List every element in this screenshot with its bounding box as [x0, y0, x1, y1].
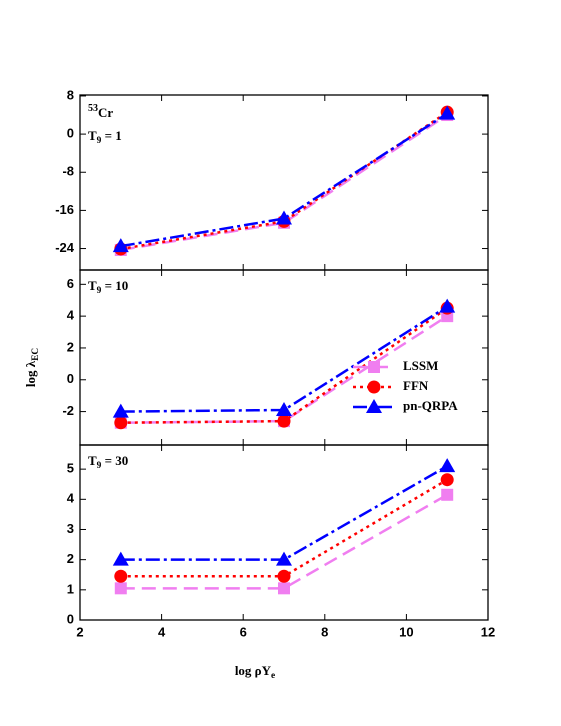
y-axis-label: log λEC — [23, 348, 41, 387]
series-line — [120, 305, 448, 413]
sub: 9 — [97, 136, 102, 146]
sup: 53 — [88, 103, 98, 114]
y-tick-label: -24 — [55, 240, 75, 255]
y-tick-label: -2 — [62, 403, 74, 418]
base: T — [88, 128, 97, 143]
marker-triangle — [366, 399, 382, 413]
annotation: T9 = 30 — [88, 453, 128, 471]
marker-square — [368, 361, 380, 373]
sub: 9 — [97, 286, 102, 296]
marker-triangle — [439, 298, 456, 313]
x-tick-label: 6 — [240, 624, 247, 639]
y-tick-label: 1 — [67, 581, 74, 596]
tail: = 10 — [101, 278, 128, 293]
y-tick-label: 5 — [67, 461, 74, 476]
marker-circle — [114, 569, 128, 583]
marker-square — [278, 582, 290, 595]
marker-triangle — [112, 551, 129, 566]
panel: LSSM FFN pn-QRPA — [79, 269, 489, 446]
base: log λ — [23, 360, 38, 387]
legend-label: FFN — [403, 378, 429, 393]
x-axis-label: log ρYe — [235, 663, 275, 681]
base: T — [88, 453, 97, 468]
series-line — [120, 113, 448, 252]
y-tick-label: 6 — [67, 276, 74, 291]
x-tick-label: 12 — [481, 624, 495, 639]
y-tick-label: 4 — [67, 308, 75, 323]
series-line — [120, 493, 448, 590]
tail: = 30 — [101, 453, 128, 468]
y-tick-label: 0 — [67, 611, 74, 626]
marker-square — [114, 582, 127, 595]
series-line — [120, 465, 448, 561]
y-tick-label: -8 — [62, 164, 74, 179]
marker-circle — [440, 473, 454, 487]
base: Cr — [98, 105, 113, 120]
y-tick-label: 0 — [67, 126, 74, 141]
y-tick-label: 0 — [67, 371, 74, 386]
panel — [79, 94, 489, 271]
plot-frame — [79, 444, 489, 621]
marker-triangle — [112, 403, 129, 418]
base: T — [88, 278, 97, 293]
annotation: T9 = 10 — [88, 278, 128, 296]
y-tick-label: -16 — [55, 202, 74, 217]
series-line — [120, 315, 448, 424]
y-tick-label: 8 — [67, 87, 74, 102]
marker-square — [441, 488, 454, 501]
legend-label: LSSM — [403, 358, 438, 373]
sub: e — [271, 671, 275, 681]
marker-triangle — [276, 402, 292, 416]
tail: = 1 — [101, 128, 121, 143]
y-tick-label: 4 — [67, 491, 75, 506]
marker-triangle — [439, 105, 456, 120]
marker-circle — [114, 416, 128, 430]
y-tick-label: 2 — [67, 551, 74, 566]
marker-triangle — [112, 238, 129, 253]
x-tick-label: 8 — [321, 624, 328, 639]
x-tick-label: 10 — [399, 624, 413, 639]
marker-circle — [277, 414, 291, 428]
marker-triangle — [439, 458, 456, 473]
x-tick-label: 2 — [76, 624, 83, 639]
series-line — [120, 112, 448, 248]
marker-circle — [277, 569, 291, 583]
marker-triangle — [276, 210, 292, 225]
y-tick-label: 2 — [67, 339, 74, 354]
marker-triangle — [276, 551, 292, 566]
panel — [79, 444, 489, 621]
sub: EC — [31, 348, 41, 361]
annotation: 53Cr — [88, 103, 113, 120]
marker-circle — [367, 380, 381, 394]
x-tick-label: 4 — [158, 624, 166, 639]
annotation: T9 = 1 — [88, 128, 122, 146]
legend-label: pn-QRPA — [403, 398, 458, 413]
y-tick-label: 3 — [67, 521, 74, 536]
base: log ρY — [235, 663, 272, 678]
sub: 9 — [97, 461, 102, 471]
